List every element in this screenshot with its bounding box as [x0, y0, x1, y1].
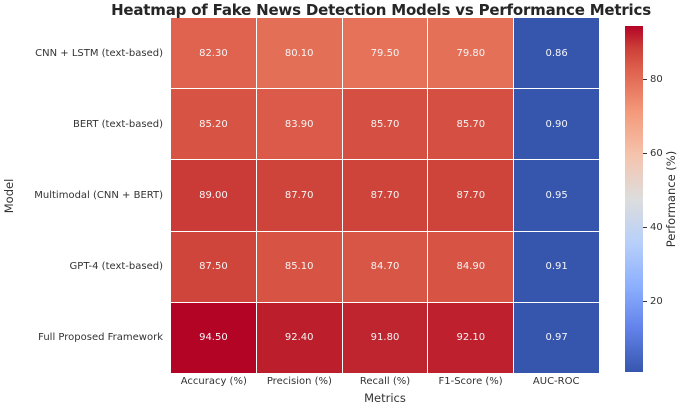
colorbar-tick-mark	[643, 300, 647, 302]
colorbar-tick-60: 60	[643, 147, 663, 159]
heatmap-cell-r2c4: 0.95	[514, 160, 599, 231]
chart-title: Heatmap of Fake News Detection Models vs…	[111, 1, 651, 19]
heatmap-cell-r1c3: 85.70	[428, 89, 514, 160]
heatmap-cell-r1c2: 85.70	[342, 89, 428, 160]
heatmap-cell-r0c0: 82.30	[171, 18, 256, 89]
y-tick-label-0: CNN + LSTM (text-based)	[35, 48, 163, 59]
heatmap-cell-r1c1: 83.90	[256, 89, 342, 160]
heatmap-cell-r4c0: 94.50	[171, 302, 256, 373]
heatmap-cell-r1c0: 85.20	[171, 89, 256, 160]
heatmap-cell-r2c1: 87.70	[256, 160, 342, 231]
heatmap-cell-r3c0: 87.50	[171, 231, 256, 302]
colorbar-tick-40: 40	[643, 221, 663, 233]
heatmap-cell-r0c4: 0.86	[514, 18, 599, 89]
x-tick-labels: Accuracy (%) Precision (%) Recall (%) F1-Sc…	[171, 376, 599, 387]
y-tick-label-3: GPT-4 (text-based)	[69, 261, 163, 272]
heatmap-cell-r0c1: 80.10	[256, 18, 342, 89]
x-tick-label-0: Accuracy (%)	[180, 376, 247, 387]
colorbar-tick-20: 20	[643, 295, 663, 307]
y-tick-label-4: Full Proposed Framework	[38, 332, 163, 343]
heatmap-cell-r2c3: 87.70	[428, 160, 514, 231]
x-axis-title: Metrics	[364, 391, 406, 405]
colorbar-tick-label: 20	[650, 295, 663, 307]
x-tick-label-2: Recall (%)	[359, 376, 411, 387]
colorbar-tick-label: 80	[650, 74, 663, 86]
colorbar-tick-mark	[643, 79, 647, 81]
colorbar-ticks: 80 60 40 20	[643, 26, 673, 372]
colorbar-gradient	[625, 26, 643, 372]
heatmap-cell-r4c2: 91.80	[342, 302, 428, 373]
heatmap-grid: 82.30 80.10 79.50 79.80 0.86 85.20 83.90 85.70 8…	[171, 18, 599, 373]
colorbar-tick-mark	[643, 152, 647, 154]
heatmap-cell-r3c1: 85.10	[256, 231, 342, 302]
x-tick-label-4: AUC-ROC	[532, 376, 580, 387]
y-tick-label-1: BERT (text-based)	[72, 119, 163, 130]
heatmap-cell-r0c2: 79.50	[342, 18, 428, 89]
heatmap-cell-r3c4: 0.91	[514, 231, 599, 302]
colorbar-tick-label: 40	[650, 221, 663, 233]
heatmap-cell-r3c2: 84.70	[342, 231, 428, 302]
heatmap-cell-r4c3: 92.10	[428, 302, 514, 373]
heatmap-cell-r3c3: 84.90	[428, 231, 514, 302]
x-tick-label-3: F1-Score (%)	[438, 376, 503, 387]
heatmap-cell-r1c4: 0.90	[514, 89, 599, 160]
heatmap-cell-r2c0: 89.00	[171, 160, 256, 231]
heatmap-cell-r4c4: 0.97	[514, 302, 599, 373]
heatmap-cell-r4c1: 92.40	[256, 302, 342, 373]
colorbar-tick-80: 80	[643, 74, 663, 86]
colorbar-tick-label: 60	[650, 147, 663, 159]
heatmap-cell-r0c3: 79.80	[428, 18, 514, 89]
y-tick-labels: CNN + LSTM (text-based) BERT (text-based)…	[0, 18, 163, 373]
heatmap-cell-r2c2: 87.70	[342, 160, 428, 231]
colorbar-tick-mark	[643, 226, 647, 228]
y-tick-label-2: Multimodal (CNN + BERT)	[34, 190, 163, 201]
x-tick-label-1: Precision (%)	[266, 376, 332, 387]
colorbar-title: Performance (%)	[664, 150, 678, 248]
